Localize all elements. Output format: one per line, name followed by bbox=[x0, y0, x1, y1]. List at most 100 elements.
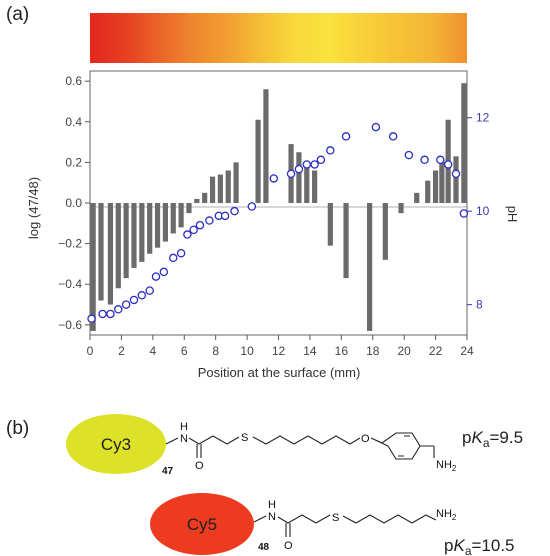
cy5-sulfur: S bbox=[332, 512, 339, 524]
panel-b-label: (b) bbox=[6, 418, 30, 439]
bar bbox=[139, 203, 145, 262]
cy3-linker-bonds bbox=[165, 432, 434, 460]
x-tick-label: 2 bbox=[118, 344, 125, 358]
bar bbox=[312, 170, 318, 203]
bar bbox=[131, 203, 137, 268]
x-tick-label: 16 bbox=[335, 344, 349, 358]
y2-axis-ticks: 8 10 12 bbox=[467, 111, 490, 312]
bar bbox=[296, 152, 302, 203]
ph-point bbox=[451, 169, 461, 179]
bar bbox=[304, 162, 310, 203]
bar bbox=[202, 192, 208, 203]
bar bbox=[162, 203, 168, 242]
y-tick-label: 0.6 bbox=[65, 74, 82, 88]
ph-point bbox=[459, 209, 469, 218]
bar bbox=[425, 180, 431, 203]
ph-colorbar-strip bbox=[90, 13, 467, 63]
ph-point bbox=[404, 150, 414, 160]
ph-point bbox=[114, 305, 123, 314]
ph-point bbox=[195, 220, 205, 230]
bar bbox=[439, 160, 445, 203]
plot-frame bbox=[89, 70, 468, 336]
ph-point bbox=[145, 286, 154, 295]
cy5-nh-h: H bbox=[268, 499, 276, 511]
ph-point bbox=[121, 300, 131, 309]
bar bbox=[90, 203, 96, 331]
cy5-dye-label: Cy5 bbox=[187, 515, 217, 534]
y-tick-label: −0.6 bbox=[58, 318, 82, 332]
cy3-pka: pKa=9.5 bbox=[462, 428, 523, 450]
y2-tick-label: 10 bbox=[476, 204, 490, 218]
y2-tick-label: 8 bbox=[476, 298, 483, 312]
y-axis-title: log (47/48) bbox=[26, 177, 41, 239]
bar bbox=[217, 174, 223, 203]
cy5-linker-bonds bbox=[253, 514, 437, 524]
bar bbox=[147, 203, 153, 254]
y2-axis-title: pH bbox=[505, 206, 520, 223]
x-tick-label: 8 bbox=[212, 344, 219, 358]
x-tick-label: 6 bbox=[181, 344, 188, 358]
cy5-amine: NH2 bbox=[436, 508, 457, 522]
cy3-carbonyl-o: O bbox=[195, 460, 204, 472]
bar bbox=[398, 203, 404, 214]
bar bbox=[194, 198, 200, 203]
y-tick-label: −0.4 bbox=[58, 277, 82, 291]
bar bbox=[327, 203, 333, 246]
bar bbox=[225, 170, 231, 203]
scheme-cy3: Cy3 47 N H O S O NH2 pKa=9.5 bbox=[66, 414, 523, 477]
bar bbox=[367, 203, 373, 331]
x-tick-label: 10 bbox=[240, 344, 254, 358]
bar bbox=[115, 203, 121, 289]
bar bbox=[343, 203, 349, 279]
bar bbox=[123, 203, 129, 279]
ph-point bbox=[310, 160, 319, 169]
ph-series bbox=[87, 122, 469, 323]
cy3-dye-label: Cy3 bbox=[101, 435, 131, 454]
y-tick-label: −0.2 bbox=[58, 237, 82, 251]
ph-point bbox=[341, 132, 351, 141]
ph-point bbox=[388, 132, 398, 141]
cy3-nh-h: H bbox=[180, 421, 188, 433]
bar bbox=[178, 203, 184, 228]
y2-tick-label: 12 bbox=[476, 111, 490, 125]
x-tick-label: 20 bbox=[397, 344, 411, 358]
cy5-pka: pKa=10.5 bbox=[444, 536, 515, 556]
panel-a-label: (a) bbox=[6, 4, 30, 25]
ph-colorbar bbox=[90, 13, 467, 63]
cy3-sulfur: S bbox=[241, 432, 248, 444]
bar bbox=[263, 89, 269, 203]
y-axis-ticks: −0.6 −0.4 −0.2 0.0 0.2 0.4 0.6 bbox=[58, 74, 90, 332]
cy5-dye-ellipse bbox=[150, 493, 254, 555]
bar bbox=[233, 162, 239, 203]
cy3-dye-ellipse bbox=[66, 414, 166, 474]
cy3-amine: NH2 bbox=[436, 459, 457, 473]
ph-point bbox=[205, 216, 214, 225]
ph-point bbox=[189, 225, 198, 235]
x-tick-label: 24 bbox=[460, 344, 474, 358]
ph-point bbox=[436, 155, 445, 165]
bar bbox=[107, 203, 114, 305]
x-tick-label: 22 bbox=[429, 344, 443, 358]
cy5-nh-n: N bbox=[268, 511, 276, 523]
bar bbox=[414, 192, 420, 203]
bar bbox=[255, 119, 261, 203]
ph-point bbox=[302, 160, 312, 169]
x-tick-label: 0 bbox=[87, 344, 94, 358]
x-tick-label: 4 bbox=[149, 344, 156, 358]
ph-point bbox=[176, 248, 186, 258]
bar bbox=[154, 203, 161, 248]
bar-series bbox=[90, 83, 467, 331]
cy5-carbonyl-o: O bbox=[284, 540, 293, 552]
bar bbox=[382, 203, 388, 260]
x-axis-title: Position at the surface (mm) bbox=[198, 365, 361, 380]
chart-panel-a: 0 2 4 6 8 10 12 14 16 18 20 22 24 −0.6−0.4−0.20.00.2… bbox=[26, 70, 520, 380]
bar bbox=[186, 203, 192, 214]
ph-point bbox=[286, 169, 296, 179]
cy3-compound-number: 47 bbox=[162, 466, 174, 477]
ph-point bbox=[443, 160, 453, 169]
x-tick-label: 12 bbox=[272, 344, 286, 358]
ph-point bbox=[371, 122, 381, 132]
y-tick-label: 0.4 bbox=[65, 115, 82, 129]
bar bbox=[209, 176, 216, 203]
cy5-compound-number: 48 bbox=[258, 542, 270, 553]
